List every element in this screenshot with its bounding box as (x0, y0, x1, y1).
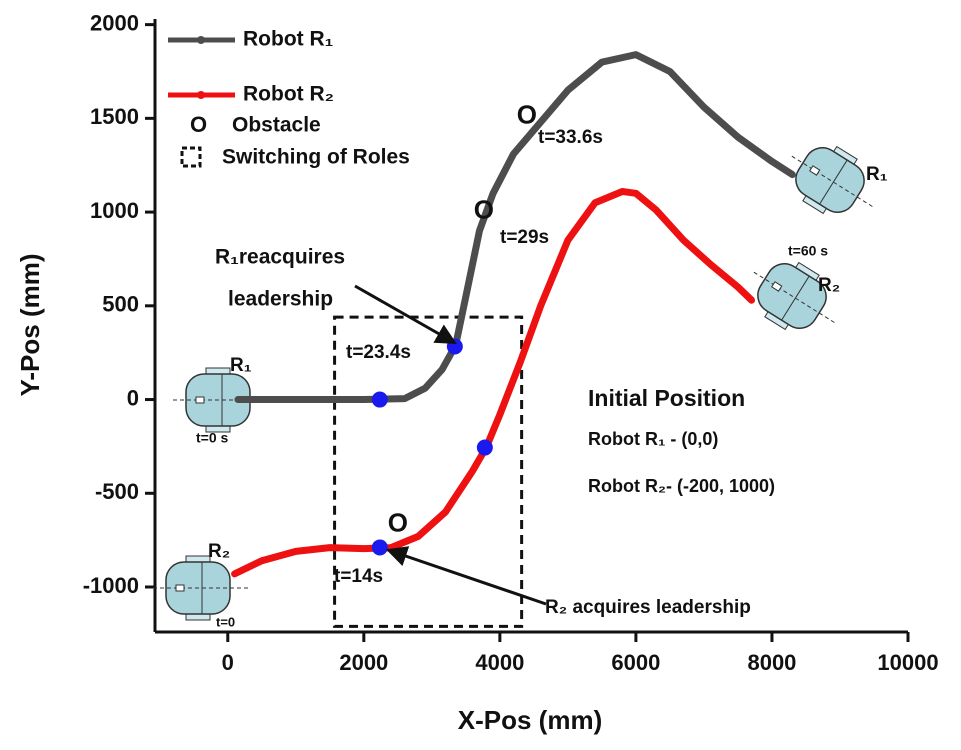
switching-box (333, 315, 524, 628)
y-tick-label: 2000 (90, 10, 139, 35)
key-point (371, 391, 388, 408)
legend-symbol (180, 146, 202, 168)
robot-axis (753, 271, 835, 323)
legend-swatch-dot (197, 91, 205, 99)
x-axis-title: X-Pos (mm) (458, 705, 602, 735)
time-label: t=0 (216, 614, 235, 629)
time-label: t=60 s (788, 243, 828, 259)
robot-label: R₁ (866, 164, 888, 185)
arrow (354, 284, 457, 345)
obstacle: O (517, 100, 537, 130)
y-tick-label: 500 (102, 292, 139, 317)
y-tick-label: 1000 (90, 198, 139, 223)
trajectory (234, 51, 796, 404)
arrow (386, 546, 547, 606)
time-label: t=14s (334, 566, 383, 587)
robot-axle (781, 275, 810, 321)
legend-symbol: O (190, 112, 207, 137)
robot-axis (791, 155, 873, 207)
legend-label: Robot R₁ (243, 28, 333, 51)
robot-axle (819, 159, 848, 205)
y-tick-label: 1500 (90, 104, 139, 129)
x-tick-label: 2000 (339, 650, 388, 675)
key-point (371, 539, 388, 556)
y-tick-label: -1000 (83, 573, 139, 598)
robot-label: R₂ (208, 541, 230, 562)
robot-icon (153, 555, 248, 621)
trajectory (231, 187, 756, 578)
annotation: R₁reacquires (215, 246, 345, 269)
robot-sensor (771, 281, 783, 292)
time-label: t=29s (500, 227, 549, 248)
initial-position: Initial Position (588, 385, 745, 411)
obstacle: O (474, 194, 494, 224)
robot-label: R₂ (818, 275, 840, 296)
legend-swatch-dot (197, 36, 205, 44)
time-label: t=23.4s (346, 342, 411, 363)
robot-sensor (809, 165, 821, 176)
key-point (476, 439, 493, 456)
annotation: leadership (228, 288, 333, 311)
legend-label: Robot R₂ (243, 83, 334, 106)
robot-sensor (195, 396, 205, 404)
x-tick-label: 6000 (611, 650, 660, 675)
x-tick-label: 0 (222, 650, 234, 675)
time-label: t=0 s (196, 430, 229, 446)
y-axis-title: Y-Pos (mm) (15, 253, 45, 396)
x-tick-label: 10000 (877, 650, 938, 675)
robot-icon (173, 367, 268, 433)
robot-label: R₁ (230, 355, 252, 376)
robot-sensor (175, 584, 185, 592)
annotation: R₂ acquires leadership (545, 597, 751, 618)
y-tick-label: -500 (95, 479, 139, 504)
legend-label: Obstacle (232, 114, 321, 137)
y-tick-label: 0 (127, 385, 139, 410)
x-tick-label: 8000 (747, 650, 796, 675)
obstacle: O (388, 507, 408, 537)
initial-position: Robot R₁ - (0,0) (588, 429, 718, 449)
legend-label: Switching of Roles (222, 146, 410, 169)
robot-icon (753, 261, 835, 331)
time-label: t=33.6s (538, 127, 603, 148)
x-tick-label: 4000 (475, 650, 524, 675)
robot-icon (791, 145, 873, 215)
initial-position: Robot R₂- (-200, 1000) (588, 476, 775, 496)
